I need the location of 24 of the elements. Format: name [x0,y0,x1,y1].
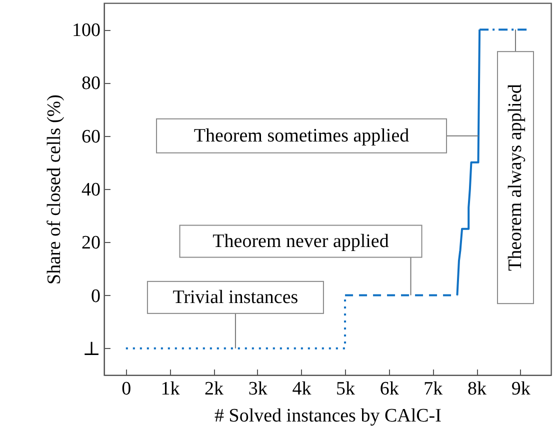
x-axis-title: # Solved instances by CAlC-I [214,406,442,426]
y-tick-label: 20 [82,232,100,254]
x-tick-label: 0 [122,378,132,400]
x-tick-label: 7k [424,378,444,400]
x-tick-label: 9k [511,378,531,400]
y-tick-label: 60 [82,126,100,148]
annotation: Theorem always applied [505,84,526,271]
callout-label: Theorem always applied [497,29,534,304]
y-tick-label: 40 [82,180,100,200]
y-tick-label: 100 [72,20,100,42]
x-tick-label: 4k [292,378,312,400]
x-tick-label: 8k [468,378,487,400]
x-tick-label: 6k [380,378,400,400]
x-tick-label: 2k [204,378,224,400]
callout-label: Theorem sometimes applied [156,118,480,154]
x-tick-label: 5k [336,378,356,400]
annotation: Theorem sometimes applied [194,125,410,146]
y-tick-label: 80 [82,73,100,94]
y-axis-title: Share of closed cells (%) [44,94,65,284]
y-tick-label: 0 [91,286,100,307]
x-tick-label: 3k [248,378,268,400]
y-tick-label: ⊥ [82,338,100,360]
x-tick-label: 1k [160,378,180,400]
annotation: Theorem never applied [212,230,390,252]
